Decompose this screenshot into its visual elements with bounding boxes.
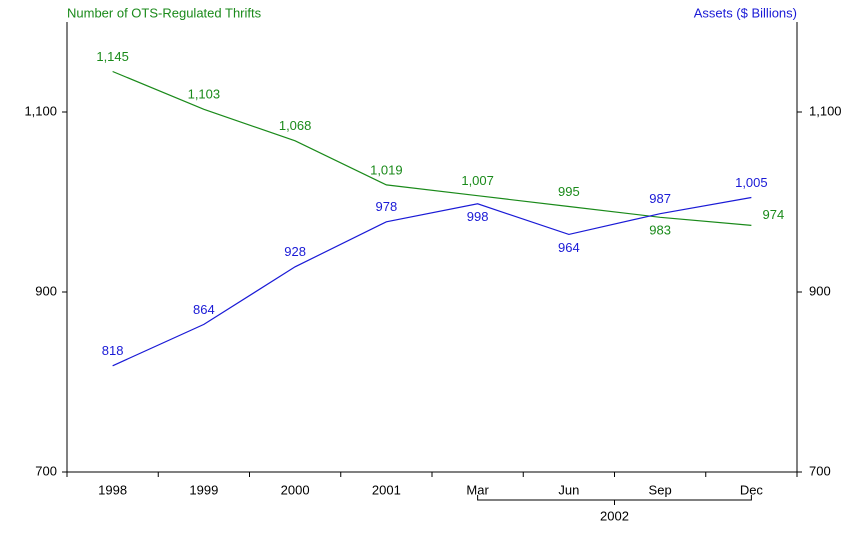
x-tick-label: 1998 [98,482,127,497]
group-bracket [477,495,752,505]
y-tick-label: 1,100 [24,103,57,118]
x-tick-label: Dec [740,482,764,497]
data-label: 964 [558,240,580,255]
data-label: 978 [376,199,398,214]
data-label: 928 [284,244,306,259]
x-group-label: 2002 [600,508,629,523]
y-tick-label: 700 [35,463,57,478]
data-label: 983 [649,223,671,238]
data-label: 995 [558,184,580,199]
data-label: 1,005 [735,175,768,190]
data-label: 1,103 [188,87,221,102]
data-label: 1,068 [279,118,312,133]
y-axis-title: Number of OTS-Regulated Thrifts [67,5,262,20]
x-tick-label: 2001 [372,482,401,497]
series-line [112,196,752,367]
x-tick-label: 1999 [189,482,218,497]
data-label: 974 [763,207,785,222]
y2-tick-label: 700 [809,463,831,478]
data-label: 864 [193,302,215,317]
data-label: 998 [467,209,489,224]
data-label: 1,007 [461,173,494,188]
x-tick-label: Mar [466,482,489,497]
y-tick-label: 900 [35,283,57,298]
y2-axis-title: Assets ($ Billions) [694,5,797,20]
x-tick-label: Jun [558,482,579,497]
data-label: 1,019 [370,162,403,177]
y2-tick-label: 1,100 [809,103,842,118]
y2-tick-label: 900 [809,283,831,298]
data-label: 987 [649,191,671,206]
x-tick-label: 2000 [281,482,310,497]
data-label: 818 [102,343,124,358]
x-tick-label: Sep [649,482,672,497]
series-line [112,70,752,226]
data-label: 1,145 [96,49,129,64]
